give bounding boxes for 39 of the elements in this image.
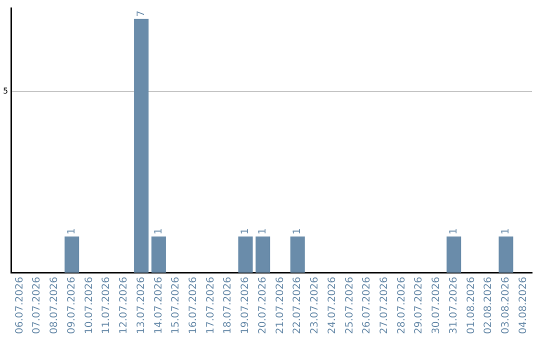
x-tick-label: 21.07.2026 — [274, 276, 286, 334]
x-tick-label: 02.08.2026 — [483, 276, 494, 334]
x-tick-label: 30.07.2026 — [431, 276, 442, 334]
x-tick-label: 11.07.2026 — [101, 276, 112, 334]
x-tick-label: 25.07.2026 — [344, 276, 356, 334]
data-label: 1 — [240, 228, 252, 234]
x-tick-label: 27.07.2026 — [379, 276, 390, 334]
x-tick-label: 26.07.2026 — [362, 276, 373, 334]
x-tick-label: 07.07.2026 — [32, 276, 43, 334]
x-tick-label: 16.07.2026 — [188, 276, 199, 334]
x-tick-label: 24.07.2026 — [326, 276, 338, 334]
x-tick-label: 15.07.2026 — [170, 276, 182, 334]
data-label: 1 — [153, 228, 164, 234]
x-tick-label: 03.08.2026 — [500, 276, 512, 334]
data-label: 1 — [66, 228, 78, 234]
x-tick-label: 14.07.2026 — [153, 276, 164, 334]
x-tick-label: 22.07.2026 — [292, 276, 304, 334]
x-tick-label: 28.07.2026 — [396, 276, 408, 334]
x-tick-label: 17.07.2026 — [205, 276, 216, 334]
x-tick-label: 13.07.2026 — [136, 276, 147, 334]
data-label: 1 — [448, 228, 460, 234]
x-tick-label: 23.07.2026 — [310, 276, 321, 334]
x-tick-label: 18.07.2026 — [222, 276, 234, 334]
data-label: 1 — [257, 228, 268, 234]
x-tick-label: 06.07.2026 — [14, 276, 26, 334]
x-tick-label: 29.07.2026 — [414, 276, 425, 334]
x-tick-label: 31.07.2026 — [448, 276, 460, 334]
data-label: 1 — [292, 228, 304, 234]
y-tick-label: 5 — [2, 86, 8, 96]
x-tick-label: 10.07.2026 — [84, 276, 95, 334]
x-tick-label: 08.07.2026 — [49, 276, 60, 334]
x-tick-label: 01.08.2026 — [466, 276, 477, 334]
x-tick-label: 19.07.2026 — [240, 276, 252, 334]
x-tick-label: 04.08.2026 — [518, 276, 529, 334]
x-tick-label: 20.07.2026 — [257, 276, 268, 334]
x-tick-label: 09.07.2026 — [66, 276, 78, 334]
x-tick-label: 12.07.2026 — [118, 276, 130, 334]
data-label: 7 — [136, 10, 147, 17]
data-label: 1 — [500, 228, 512, 234]
